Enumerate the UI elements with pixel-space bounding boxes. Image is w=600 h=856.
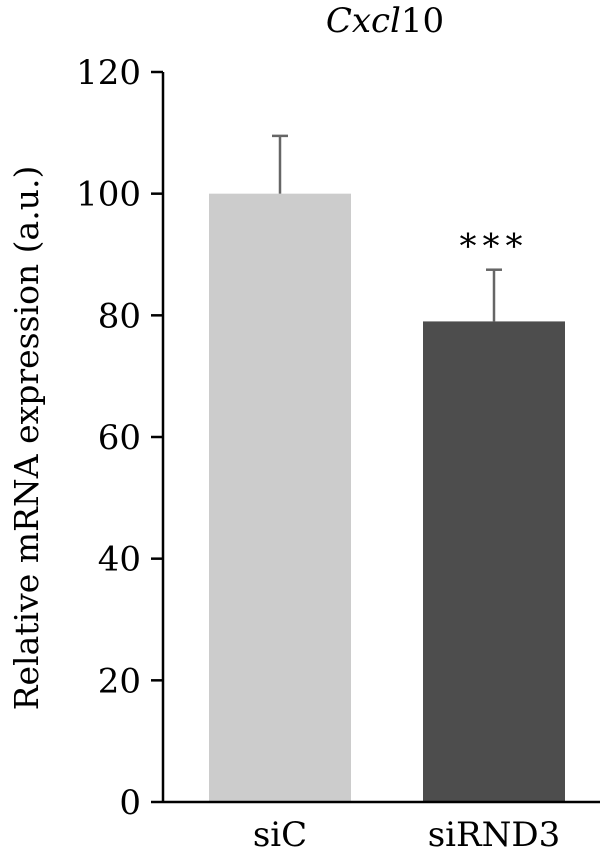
significance-layer: *** bbox=[460, 227, 529, 267]
x-category-label: siRND3 bbox=[428, 815, 561, 855]
y-tick-label: 0 bbox=[119, 783, 141, 823]
chart-title-number: 10 bbox=[401, 1, 444, 41]
chart-title-italic: Cxcl bbox=[326, 1, 401, 41]
error-bars-layer bbox=[272, 134, 502, 322]
bars-layer bbox=[209, 193, 565, 802]
chart-title: Cxcl10 bbox=[326, 1, 444, 41]
bar-siRND3 bbox=[423, 321, 565, 802]
x-category-label: siC bbox=[253, 815, 307, 855]
y-tick-label: 40 bbox=[98, 540, 141, 580]
y-tick-label: 120 bbox=[76, 53, 141, 93]
bar-siC bbox=[209, 193, 351, 802]
y-axis-label: Relative mRNA expression (a.u.) bbox=[7, 166, 46, 711]
x-labels-layer: siC siRND3 bbox=[253, 815, 560, 855]
y-ticks-layer: 0 20 40 60 80 100 120 bbox=[76, 53, 163, 823]
y-tick-label: 20 bbox=[98, 661, 141, 701]
y-tick-label: 100 bbox=[76, 175, 141, 215]
significance-marker: *** bbox=[460, 227, 529, 267]
y-tick-label: 80 bbox=[98, 296, 141, 336]
y-tick-label: 60 bbox=[98, 418, 141, 458]
